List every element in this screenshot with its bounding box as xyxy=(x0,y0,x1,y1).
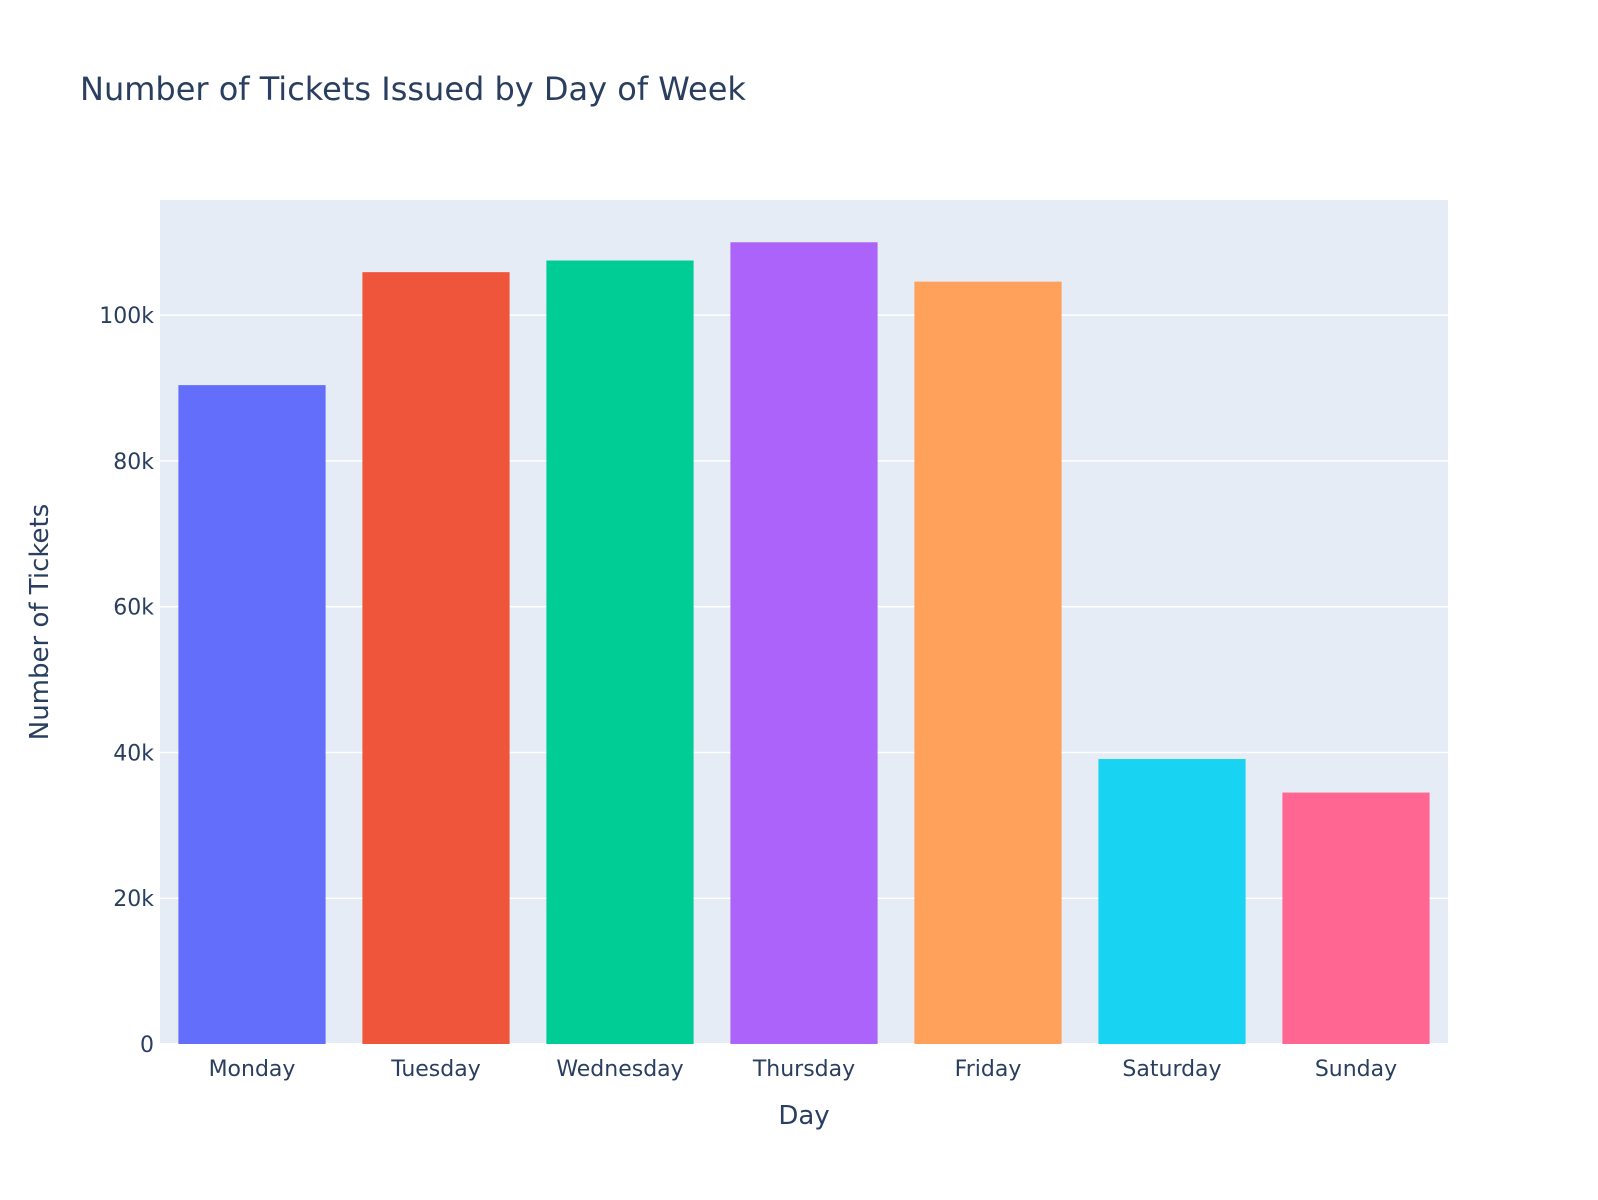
y-axis-title: Number of Tickets xyxy=(25,504,55,741)
y-tick-label: 0 xyxy=(140,1033,154,1058)
y-axis-ticks: 0 20k 40k 60k 80k 100k xyxy=(99,304,154,1058)
bar-wednesday xyxy=(546,260,694,1044)
chart-title: Number of Tickets Issued by Day of Week xyxy=(80,70,746,108)
bar-thursday xyxy=(730,242,878,1044)
x-tick-label: Friday xyxy=(955,1057,1022,1082)
bar-saturday xyxy=(1098,759,1246,1044)
x-tick-label: Thursday xyxy=(752,1057,855,1082)
x-tick-label: Sunday xyxy=(1315,1057,1397,1082)
x-axis-ticks: Monday Tuesday Wednesday Thursday Friday Satu… xyxy=(209,1057,1398,1082)
x-tick-label: Tuesday xyxy=(390,1057,481,1082)
y-tick-label: 20k xyxy=(113,887,154,912)
x-tick-label: Saturday xyxy=(1122,1057,1221,1082)
bar-sunday xyxy=(1282,792,1430,1044)
x-tick-label: Monday xyxy=(209,1057,296,1082)
y-tick-label: 60k xyxy=(113,596,154,621)
y-tick-label: 100k xyxy=(99,304,154,329)
bar-friday xyxy=(914,281,1062,1045)
x-tick-label: Wednesday xyxy=(556,1057,683,1082)
x-axis-title: Day xyxy=(778,1101,829,1131)
bars xyxy=(178,242,1430,1045)
y-tick-label: 40k xyxy=(113,741,154,766)
y-tick-label: 80k xyxy=(113,450,154,475)
bar-tuesday xyxy=(362,272,510,1045)
bar-monday xyxy=(178,385,326,1044)
